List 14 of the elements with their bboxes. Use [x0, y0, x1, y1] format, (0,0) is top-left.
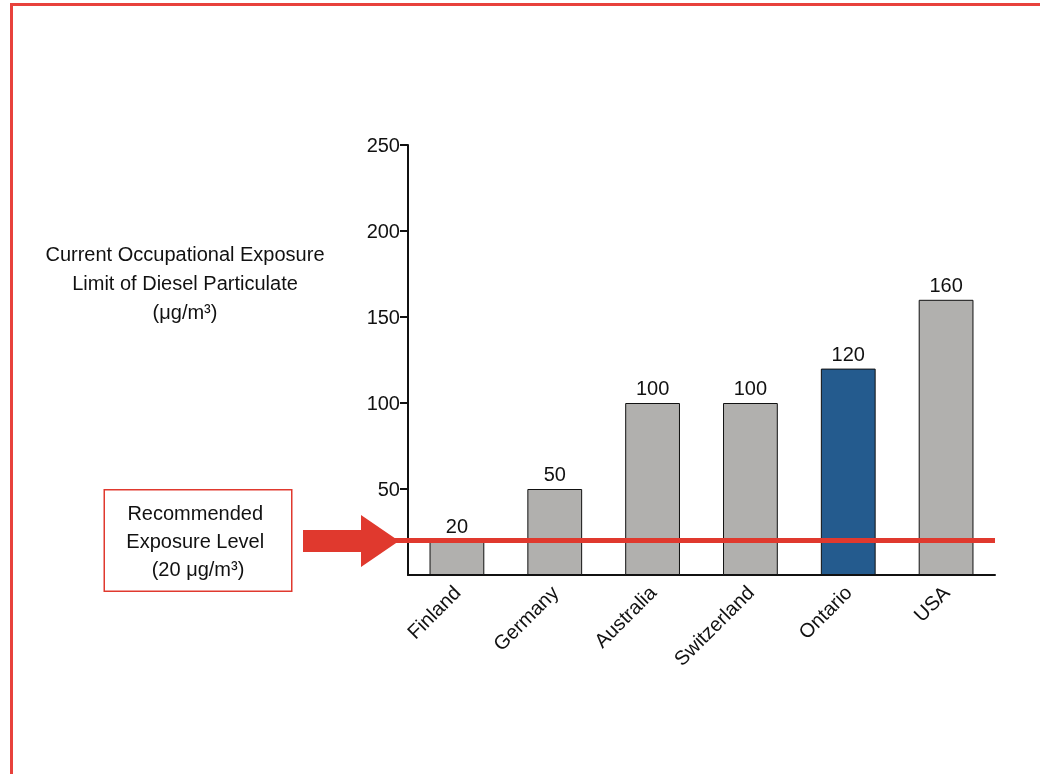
y-tick-label: 100	[366, 392, 400, 414]
ref-line-label: Recommended Exposure Level (20 μg/m³)	[126, 501, 270, 580]
y-axis-title: Current Occupational Exposure Limit of Diesel Particulate (μg/m³)	[44, 242, 326, 325]
data-label: 100	[733, 377, 768, 399]
y-tick-label: 50	[377, 478, 400, 500]
data-label: 100	[635, 377, 670, 399]
x-tick-label: USA	[909, 580, 955, 626]
data-label: 50	[543, 463, 566, 485]
data-label: 20	[445, 514, 469, 537]
data-label: 160	[929, 273, 963, 296]
y-tick-label: 150	[366, 306, 400, 328]
y-tick-label: 250	[366, 134, 400, 156]
y-tick-label: 200	[366, 220, 400, 242]
data-label: 120	[831, 342, 865, 365]
